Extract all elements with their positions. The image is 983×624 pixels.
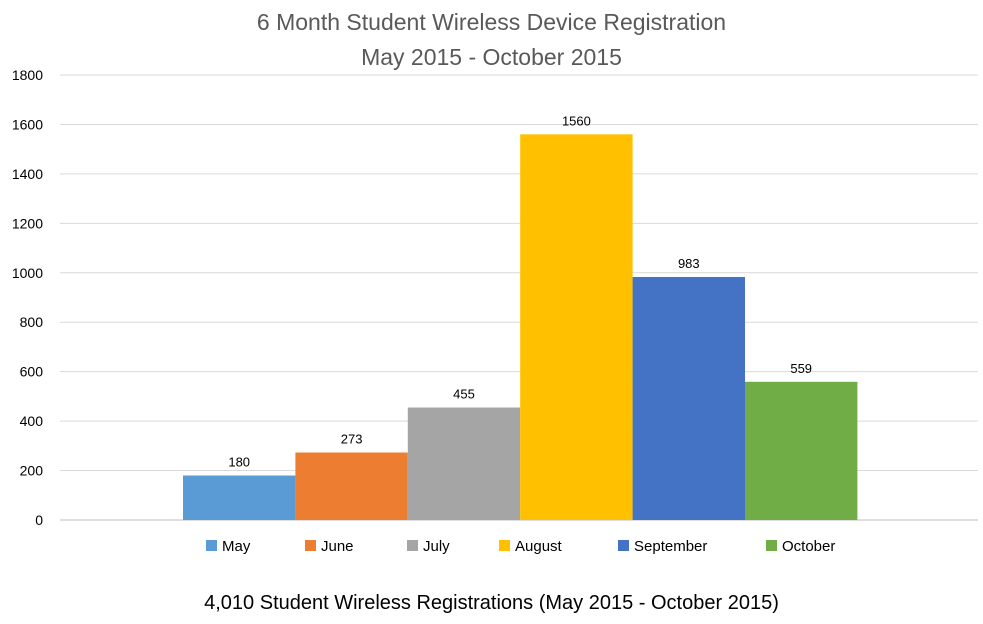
legend-swatch-september: [618, 540, 629, 551]
bar-october: [745, 381, 858, 520]
bar-august: [520, 134, 633, 521]
y-tick-label: 1000: [12, 265, 43, 281]
bar-july: [407, 407, 521, 520]
y-tick-label: 200: [20, 463, 44, 479]
y-tick-label: 0: [35, 512, 43, 528]
legend-label-may: May: [222, 538, 251, 555]
legend-label-october: October: [782, 538, 835, 555]
data-label: 273: [341, 432, 363, 447]
y-tick-label: 1400: [12, 166, 43, 182]
data-label: 455: [453, 387, 475, 402]
data-label: 559: [790, 361, 812, 376]
y-tick-label: 1200: [12, 215, 43, 231]
data-label: 1560: [562, 113, 591, 128]
bar-september: [632, 276, 745, 520]
y-tick-label: 400: [20, 413, 44, 429]
legend-swatch-july: [407, 540, 418, 551]
y-tick-label: 600: [20, 364, 44, 380]
legend-label-september: September: [634, 538, 707, 555]
bar-june: [295, 452, 408, 520]
y-tick-label: 1800: [12, 67, 43, 83]
chart-subtitle: May 2015 - October 2015: [361, 44, 622, 70]
data-label: 983: [678, 256, 700, 271]
chart-title: 6 Month Student Wireless Device Registra…: [256, 9, 727, 35]
legend-label-june: June: [321, 538, 354, 555]
legend-swatch-may: [206, 540, 217, 551]
y-tick-label: 800: [20, 314, 44, 330]
legend-label-august: August: [515, 538, 563, 555]
bar-may: [183, 475, 296, 520]
legend-swatch-june: [305, 540, 316, 551]
legend-swatch-august: [499, 540, 510, 551]
legend-swatch-october: [766, 540, 777, 551]
chart-footer: 4,010 Student Wireless Registrations (Ma…: [204, 592, 779, 614]
legend-label-july: July: [423, 538, 450, 555]
y-tick-label: 1600: [12, 116, 43, 132]
data-label: 180: [228, 455, 250, 470]
